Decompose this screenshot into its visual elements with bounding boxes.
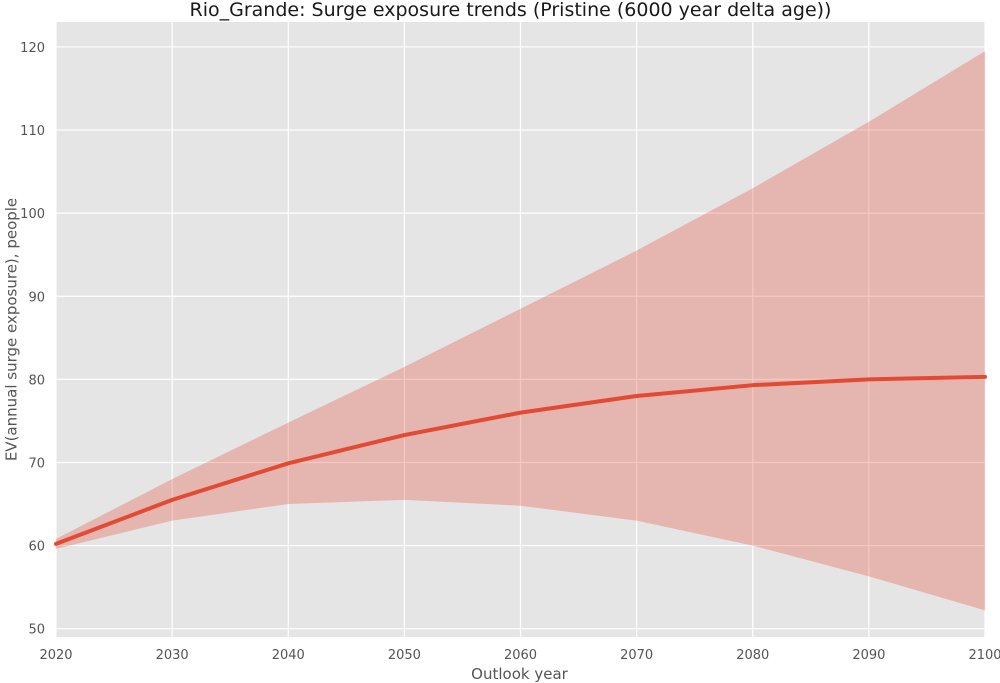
confidence-band — [56, 51, 985, 611]
x-axis-label: Outlook year — [471, 665, 568, 683]
grid — [55, 22, 986, 637]
y-tick-label: 60 — [28, 540, 45, 555]
tick-labels: 2020 2030 2040 2050 2060 2070 2080 2090 2100 50 60… — [20, 41, 1000, 663]
y-axis-label: EV(annual surge exposure), people — [3, 198, 21, 461]
x-tick-label: 2020 — [39, 648, 72, 663]
y-tick-label: 110 — [20, 124, 45, 139]
y-tick-label: 120 — [20, 41, 45, 56]
series-line — [54, 374, 987, 546]
x-tick-label: 2050 — [388, 648, 421, 663]
y-tick-label: 80 — [28, 373, 45, 388]
x-tick-label: 2030 — [156, 648, 189, 663]
y-tick-label: 70 — [28, 456, 45, 471]
x-tick-label: 2080 — [736, 648, 769, 663]
x-tick-label: 2100 — [968, 648, 1000, 663]
y-tick-label: 100 — [20, 207, 45, 222]
chart-title: Rio_Grande: Surge exposure trends (Prist… — [190, 0, 832, 21]
x-tick-label: 2060 — [504, 648, 537, 663]
x-tick-label: 2070 — [620, 648, 653, 663]
x-tick-label: 2040 — [272, 648, 305, 663]
x-tick-label: 2090 — [852, 648, 885, 663]
y-tick-label: 50 — [28, 623, 45, 638]
y-tick-label: 90 — [28, 290, 45, 305]
